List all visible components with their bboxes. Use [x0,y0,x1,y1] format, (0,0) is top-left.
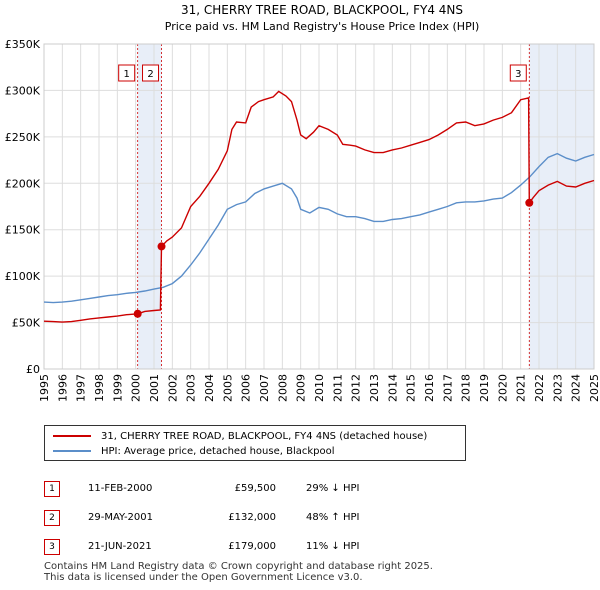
y-tick-label: £150K [5,224,41,237]
x-tick-label: 2010 [313,374,326,402]
x-tick-label: 2022 [533,374,546,402]
x-tick-label: 2018 [460,374,473,402]
x-tick-label: 2023 [551,374,564,402]
x-tick-label: 2005 [221,374,234,402]
table-row: 2 29-MAY-2001 £132,000 48% ↑ HPI [44,503,436,532]
x-tick-label: 2003 [185,374,198,402]
legend-label-hpi: HPI: Average price, detached house, Blac… [101,445,335,457]
x-tick-label: 2012 [350,374,363,402]
x-tick-label: 2015 [405,374,418,402]
x-tick-label: 1995 [38,374,51,402]
shaded-periods [137,44,595,369]
transaction-markers: 1 2 3 [118,64,534,318]
y-tick-label: £350K [5,38,41,51]
x-tick-label: 2025 [588,374,600,402]
transaction-hpi: 48% ↑ HPI [306,512,360,523]
footer-licence: This data is licensed under the Open Gov… [44,572,363,583]
x-axis: 1995 1996 1997 1998 1999 2000 2001 2002 2003 2004… [38,374,600,402]
transaction-date: 21-JUN-2021 [88,541,152,552]
shaded-period [137,44,162,369]
transactions-table: 1 11-FEB-2000 £59,500 29% ↓ HPI 2 29-MAY… [44,474,436,561]
x-tick-label: 1999 [111,374,124,402]
transaction-date: 11-FEB-2000 [88,483,153,494]
x-tick-label: 2009 [295,374,308,402]
price-chart: 31, CHERRY TREE ROAD, BLACKPOOL, FY4 4NS… [5,3,600,402]
hpi-series-line [43,152,595,304]
x-tick-label: 2008 [276,374,289,402]
footer-copyright: Contains HM Land Registry data © Crown c… [44,561,433,572]
x-tick-label: 2002 [166,374,179,402]
x-tick-label: 2020 [496,374,509,402]
chart-subtitle: Price paid vs. HM Land Registry's House … [165,20,480,33]
x-tick-label: 2016 [423,374,436,402]
x-tick-label: 2024 [570,374,583,402]
transaction-hpi: 29% ↓ HPI [306,483,360,494]
table-row: 1 11-FEB-2000 £59,500 29% ↓ HPI [44,474,436,503]
series-lines [43,90,595,323]
legend-swatch-property [53,435,91,437]
y-tick-label: £250K [5,131,41,144]
footer: Contains HM Land Registry data © Crown c… [44,561,433,583]
x-tick-label: 2004 [203,374,216,402]
y-tick-label: £200K [5,177,41,190]
x-tick-label: 1997 [75,374,88,402]
transaction-label-box [118,64,136,82]
transaction-hpi: 11% ↓ HPI [306,541,360,552]
chart-title: 31, CHERRY TREE ROAD, BLACKPOOL, FY4 4NS [181,3,463,17]
x-tick-label: 2014 [386,374,399,402]
x-tick-label: 2011 [331,374,344,402]
transaction-label-box [509,64,527,82]
x-tick-label: 1998 [93,374,106,402]
transaction-price: £59,500 [234,483,276,494]
legend-swatch-hpi [53,450,91,452]
y-tick-label: £0 [26,363,40,376]
legend-item-hpi: HPI: Average price, detached house, Blac… [53,444,335,458]
shaded-period [529,44,594,369]
x-tick-label: 2006 [240,374,253,402]
y-axis: £0 £50K £100K £150K £200K £250K £300K £350K [5,38,41,376]
transaction-price: £179,000 [228,541,276,552]
transaction-label: 3 [515,69,521,80]
x-tick-label: 2013 [368,374,381,402]
x-tick-label: 1996 [56,374,69,402]
transaction-price: £132,000 [228,512,276,523]
x-tick-label: 2000 [130,374,143,402]
x-tick-label: 2017 [441,374,454,402]
transaction-number: 1 [44,480,60,497]
y-tick-label: £300K [5,84,41,97]
property-series-line [43,90,595,323]
x-tick-label: 2001 [148,374,161,402]
transaction-point [133,309,142,318]
transaction-point [157,242,166,251]
table-row: 3 21-JUN-2021 £179,000 11% ↓ HPI [44,532,436,561]
transaction-label: 1 [123,69,129,80]
y-tick-label: £50K [12,317,41,330]
x-tick-label: 2019 [478,374,491,402]
legend-label-property: 31, CHERRY TREE ROAD, BLACKPOOL, FY4 4NS… [101,430,428,442]
grid-lines [43,43,595,370]
transaction-date: 29-MAY-2001 [88,512,154,523]
transaction-label: 2 [147,69,153,80]
x-tick-label: 2007 [258,374,271,402]
x-tick-label: 2021 [515,374,528,402]
transaction-number: 3 [44,538,60,555]
transaction-number: 2 [44,509,60,526]
legend: 31, CHERRY TREE ROAD, BLACKPOOL, FY4 4NS… [44,425,466,461]
transaction-point [525,198,534,207]
plot-area [43,43,595,370]
legend-item-property: 31, CHERRY TREE ROAD, BLACKPOOL, FY4 4NS… [53,429,427,443]
y-tick-label: £100K [5,270,41,283]
transaction-label-box [142,64,160,82]
